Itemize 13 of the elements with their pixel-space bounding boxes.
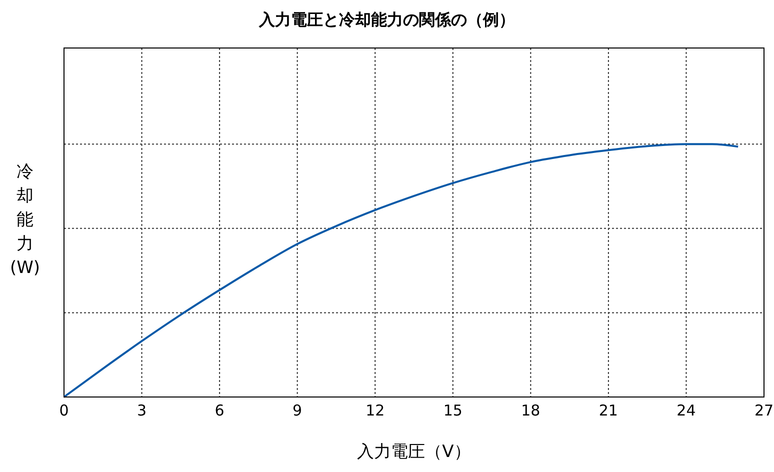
x-tick-label: 3 xyxy=(137,402,147,420)
x-tick-label: 21 xyxy=(598,402,618,420)
x-tick-label: 6 xyxy=(214,402,224,420)
x-tick-label: 27 xyxy=(754,402,774,420)
x-tick-label: 18 xyxy=(521,402,540,420)
y-axis-title: 冷却能力(W) xyxy=(8,161,42,280)
x-tick-label: 12 xyxy=(366,402,385,420)
x-tick-label: 24 xyxy=(676,402,696,420)
chart-title: 入力電圧と冷却能力の関係の（例） xyxy=(258,10,516,31)
x-tick-label: 9 xyxy=(292,402,302,420)
x-tick-label: 0 xyxy=(59,402,69,420)
x-tick-label: 15 xyxy=(443,402,462,420)
x-axis-title: 入力電圧（V） xyxy=(356,441,472,463)
